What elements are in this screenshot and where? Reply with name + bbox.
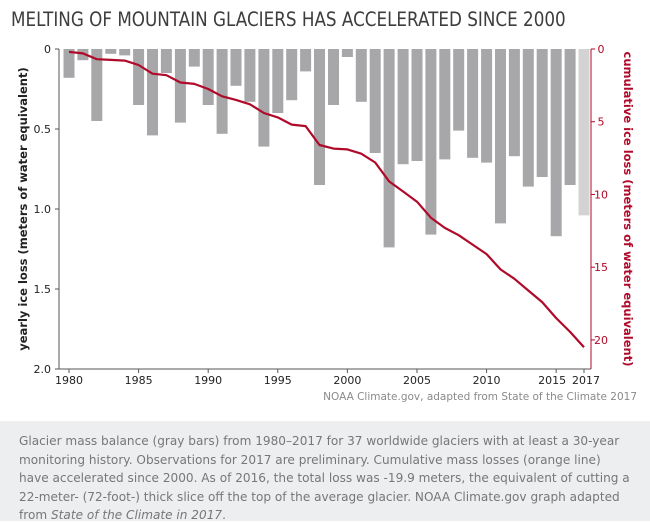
x-tick-label: 1985 [125,374,153,387]
bar [160,49,172,73]
bar [355,49,367,102]
bar [481,49,493,163]
bar [230,49,242,86]
y2-tick-label: 0 [598,43,605,56]
bar [439,49,451,160]
y-tick-label: 1.0 [34,203,52,216]
bar [369,49,381,153]
bar [383,49,395,248]
bar-preliminary [578,49,590,216]
bar [425,49,437,235]
x-tick-label: 1995 [264,374,292,387]
bar [119,49,131,56]
y-tick-label: 0.5 [34,123,52,136]
bar [216,49,228,134]
bar [341,49,353,57]
y2-tick-label: 20 [594,334,608,347]
y2-tick-label: 5 [598,116,605,129]
bar [77,49,89,61]
bar [244,49,256,102]
bar [550,49,562,237]
bar [453,49,465,131]
y-tick-label: 1.5 [34,283,52,296]
x-tick-label: 1990 [194,374,222,387]
bar [522,49,534,187]
caption-panel: Glacier mass balance (gray bars) from 19… [0,421,650,522]
bar [147,49,158,136]
caption-text: Glacier mass balance (gray bars) from 19… [19,434,630,522]
chart-title: MELTING OF MOUNTAIN GLACIERS HAS ACCELER… [11,8,566,31]
bar [536,49,548,177]
bar [495,49,506,224]
bar [564,49,576,185]
bar [272,49,284,113]
bar [411,49,423,161]
x-tick-label: 2015 [538,374,566,387]
bar-series [63,49,590,248]
bar [63,49,75,78]
y2-axis-title: cumulative ice loss (meters of water equ… [621,52,635,367]
x-tick-label: 2010 [473,374,501,387]
bar [397,49,409,165]
bar [188,49,200,67]
y-tick-label: 0 [44,43,51,56]
glacier-chart: 0 0.5 1.0 1.5 2.0 0 5 10 15 20 1980 1985 1990 1995 200… [16,43,637,403]
bar [328,49,339,105]
bar [174,49,186,123]
bar [300,49,312,72]
y2-tick-label: 10 [594,188,608,201]
x-tick-label: 2000 [333,374,361,387]
y2-tick-label: 15 [594,261,608,274]
bar [286,49,298,101]
bar [202,49,214,105]
y-tick-label: 2.0 [34,363,52,376]
x-tick-label: 1980 [55,374,83,387]
caption-end: . [222,508,226,522]
bar [314,49,325,185]
x-tick-label: 2017 [572,374,600,387]
y-axis-title: yearly ice loss (meters of water equival… [16,67,30,351]
bar [467,49,479,158]
cumulative-line [68,50,585,348]
chart-panel: MELTING OF MOUNTAIN GLACIERS HAS ACCELER… [11,8,637,403]
bar [133,49,145,105]
bar [508,49,520,157]
caption-source-title: State of the Climate in 2017 [51,508,223,522]
caption: Glacier mass balance (gray bars) from 19… [19,432,634,525]
bar [105,49,117,54]
bar [91,49,103,121]
source-note: NOAA Climate.gov, adapted from State of … [323,391,637,403]
bar [258,49,270,147]
x-tick-label: 2005 [403,374,431,387]
